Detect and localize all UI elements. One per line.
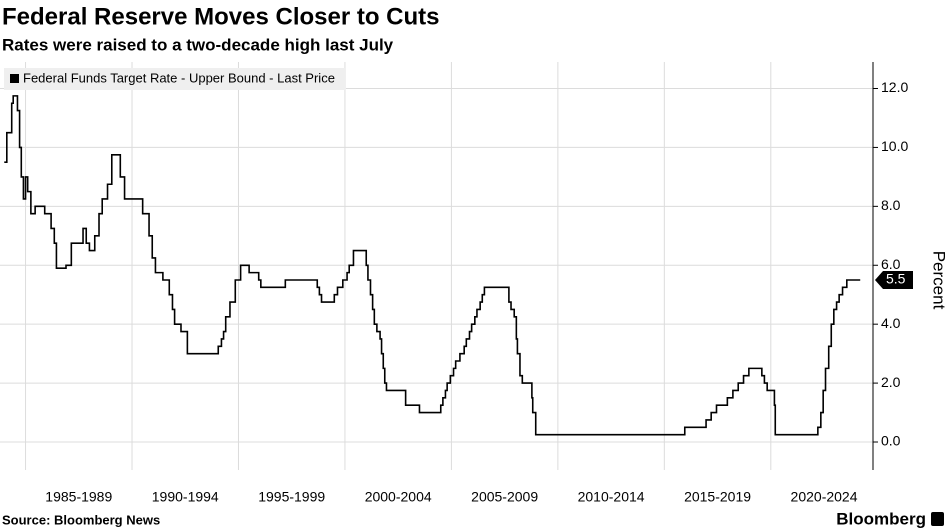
y-tick-label: 6.0 (881, 256, 901, 272)
x-tick-label: 2000-2004 (365, 489, 432, 505)
x-tick-label: 2010-2014 (578, 489, 645, 505)
chart-subtitle: Rates were raised to a two-decade high l… (2, 35, 394, 54)
brand: Bloomberg (836, 509, 926, 528)
y-tick-label: 0.0 (881, 433, 901, 449)
legend-swatch (10, 74, 19, 83)
y-tick-label: 4.0 (881, 315, 901, 331)
x-tick-label: 1990-1994 (152, 489, 219, 505)
x-tick-label: 2020-2024 (791, 489, 858, 505)
last-value-tag (875, 270, 913, 289)
legend-label: Federal Funds Target Rate - Upper Bound … (23, 70, 335, 85)
legend-box (4, 68, 346, 90)
y-tick-label: 8.0 (881, 197, 901, 213)
y-tick-label: 10.0 (881, 138, 908, 154)
y-tick-label: 12.0 (881, 79, 908, 95)
x-tick-label: 1995-1999 (258, 489, 325, 505)
y-tick-label: 2.0 (881, 374, 901, 390)
line-series (4, 95, 861, 436)
brand-icon (931, 512, 944, 526)
x-tick-label: 2005-2009 (471, 489, 538, 505)
y-axis-label: Percent (930, 251, 948, 310)
x-tick-label: 2015-2019 (684, 489, 751, 505)
last-value-label: 5.5 (886, 271, 906, 287)
x-tick-label: 1985-1989 (45, 489, 112, 505)
source: Source: Bloomberg News (2, 512, 160, 527)
chart-title: Federal Reserve Moves Closer to Cuts (2, 3, 440, 30)
